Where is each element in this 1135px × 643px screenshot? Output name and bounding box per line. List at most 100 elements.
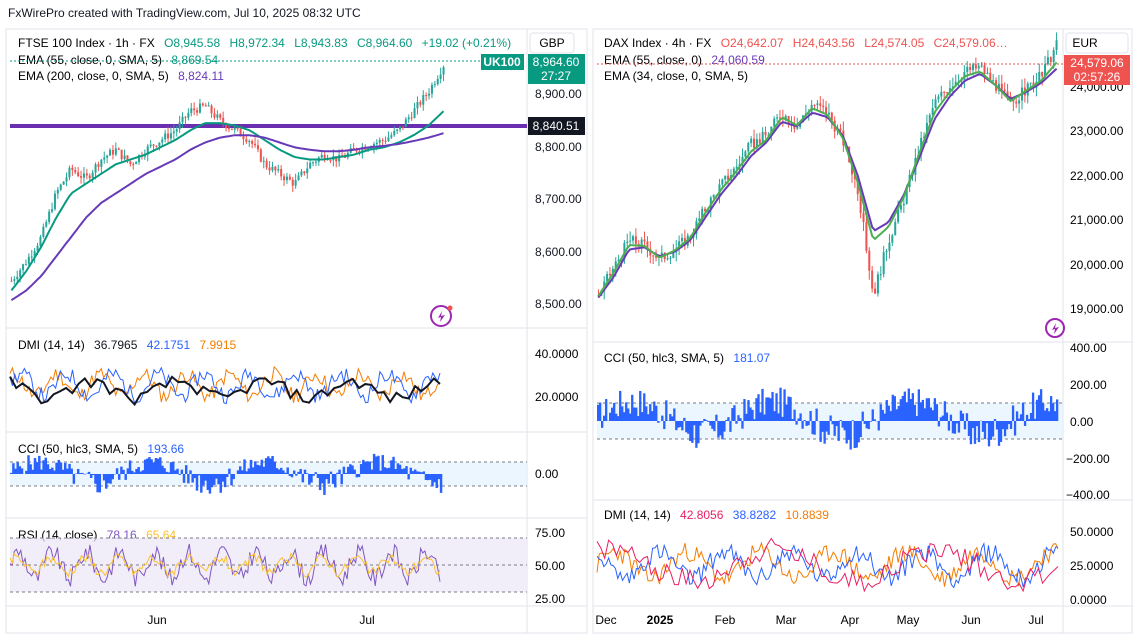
candle-body: [430, 84, 433, 94]
left-rsi-tick: 25.00: [535, 592, 565, 606]
candle-body: [992, 80, 995, 82]
cci-bar: [271, 455, 274, 474]
cci-bar: [329, 471, 333, 474]
cci-bar: [178, 474, 181, 475]
candle-body: [724, 175, 727, 180]
right-dmi-axis: 50.0000 25.0000 0.0000: [1070, 525, 1114, 607]
cci-bar: [29, 464, 32, 474]
cci-bar: [301, 474, 305, 483]
candle-body: [370, 147, 373, 149]
candle-body: [181, 116, 184, 123]
candle-body: [672, 252, 675, 258]
cci-bar: [661, 415, 664, 421]
cci-bar: [877, 421, 880, 431]
candle-body: [862, 213, 865, 222]
cci-bar: [773, 411, 776, 421]
cci-bar: [745, 413, 748, 421]
cci-bar: [845, 421, 848, 444]
cci-bar: [191, 474, 194, 483]
candle-body: [329, 159, 332, 161]
candle-body: [830, 112, 833, 121]
cci-bar: [124, 474, 127, 480]
candle-body: [744, 151, 747, 157]
cci-bar: [741, 421, 744, 429]
tradingview-logo-icon: [1045, 318, 1065, 338]
dmi-plus-line: [596, 541, 1058, 589]
candle-body: [885, 251, 888, 253]
cci-bar: [681, 421, 684, 431]
cci-bar: [731, 408, 734, 421]
right-currency-button[interactable]: [1065, 32, 1129, 54]
cci-bar: [48, 468, 52, 474]
cci-bar: [645, 406, 648, 421]
cci-bar: [143, 459, 147, 474]
candle-body: [954, 81, 957, 87]
cci-bar: [57, 459, 60, 474]
candle-body: [704, 208, 707, 212]
cci-bar: [182, 474, 186, 483]
cci-bar: [893, 396, 896, 421]
candle-body: [259, 149, 262, 162]
cci-bar: [135, 468, 138, 474]
cci-bar: [597, 404, 600, 421]
cci-bar: [971, 421, 975, 428]
cci-bar: [983, 421, 987, 440]
right-cci-axis: 400.00 200.00 0.00 −200.00 −400.00: [1066, 341, 1110, 502]
candle-body: [980, 65, 983, 67]
cci-bar: [14, 468, 17, 474]
cci-bar: [262, 466, 266, 474]
cci-bar: [789, 397, 792, 421]
candle-body: [10, 280, 13, 282]
candle-body: [640, 239, 643, 247]
cci-bar: [35, 462, 39, 474]
candle-body: [969, 66, 972, 71]
cci-bar: [953, 421, 957, 434]
left-price-tick: 8,700.00: [535, 192, 582, 206]
cci-bar: [763, 414, 766, 421]
cci-bar: [869, 421, 872, 422]
cci-bar: [947, 421, 951, 431]
cci-bar: [813, 421, 816, 435]
candle-body: [629, 240, 632, 242]
cci-bar: [130, 470, 134, 474]
candle-body: [937, 96, 940, 100]
cci-bar: [635, 407, 638, 421]
cci-bar: [217, 474, 220, 485]
cci-bar: [200, 474, 203, 493]
cci-bar: [765, 397, 768, 421]
cci-bar: [38, 455, 41, 474]
candle-body: [655, 256, 658, 258]
left-currency-button[interactable]: [529, 32, 575, 54]
cci-bar: [210, 474, 214, 488]
cci-bar: [811, 421, 814, 435]
cci-bar: [823, 421, 826, 444]
cci-bar: [107, 474, 110, 484]
candle-body: [753, 138, 756, 148]
cci-bar: [733, 405, 736, 421]
candle-body: [977, 65, 980, 69]
candle-body: [718, 184, 721, 197]
right-last-price-badge: [1064, 55, 1130, 85]
cci-bar: [439, 474, 443, 493]
cci-bar: [370, 469, 374, 474]
cci-bar: [288, 474, 292, 476]
cci-bar: [883, 413, 886, 421]
cci-bar: [707, 421, 710, 422]
cci-bar: [715, 414, 718, 421]
right-dmi-label: DMI (14, 14): [604, 508, 671, 522]
candle-body: [30, 256, 33, 258]
candle-body: [387, 137, 390, 142]
cci-bar: [338, 469, 341, 474]
cci-bar: [379, 470, 382, 474]
cci-bar: [308, 474, 311, 485]
cci-bar: [785, 404, 788, 421]
candle-body: [1003, 89, 1006, 92]
left-rsi-lines: [9, 543, 441, 587]
cci-bar: [809, 411, 812, 421]
cci-bar: [975, 421, 979, 427]
candle-body: [399, 126, 402, 130]
right-cci-label: CCI (50, hlc3, SMA, 5): [604, 351, 724, 365]
cci-bar: [863, 421, 866, 424]
cci-bar: [767, 397, 770, 421]
cci-bar: [1039, 389, 1043, 421]
